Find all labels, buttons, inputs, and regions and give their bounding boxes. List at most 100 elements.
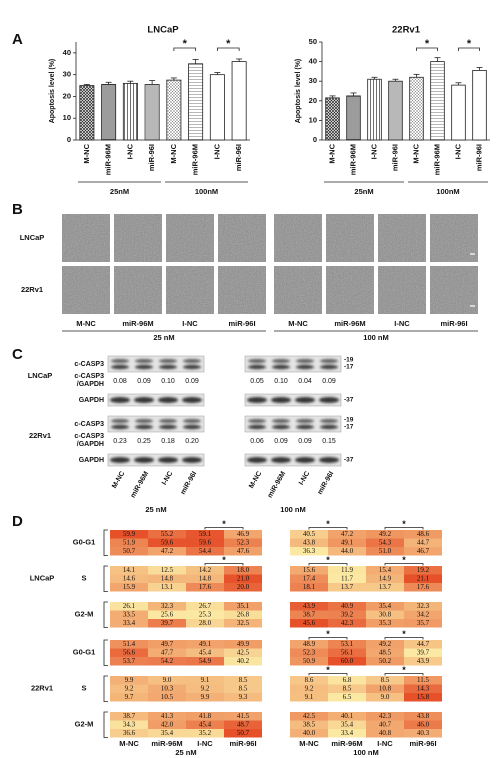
heatmap-value: 54.4: [199, 547, 212, 555]
heatmap-cell: [404, 602, 442, 611]
heatmap-value: 43.8: [417, 712, 430, 720]
phase-bracket: [103, 639, 108, 666]
heatmap-cell: [404, 648, 442, 657]
heatmap-value: 9.2: [125, 685, 134, 693]
heatmap-value: 33.5: [123, 611, 136, 619]
bar: [209, 74, 225, 141]
band: [248, 364, 266, 370]
heatmap-value: 59.6: [199, 539, 212, 547]
band: [158, 457, 178, 463]
ratio-value: 0.10: [274, 378, 288, 385]
heatmap-value: 46.0: [417, 721, 430, 729]
heatmap-value: 15.4: [379, 566, 392, 574]
column-label: miR-96M: [267, 470, 288, 499]
x-tick-label: M-NC: [327, 143, 336, 163]
heatmap-value: 33.4: [123, 619, 136, 627]
heatmap-value: 9.0: [381, 693, 390, 701]
heatmap-value: 32.3: [161, 602, 174, 610]
heatmap-cell: [328, 684, 366, 693]
panel-label: B: [12, 201, 23, 218]
band: [183, 359, 201, 363]
significance-star: *: [326, 665, 330, 675]
heatmap-cell: [290, 648, 328, 657]
heatmap-value: 36.3: [303, 547, 316, 555]
band: [320, 359, 338, 363]
heatmap-cell: [290, 574, 328, 583]
micrograph-texture: [218, 266, 266, 314]
heatmap-value: 34.2: [417, 611, 430, 619]
heatmap-value: 20.0: [237, 583, 250, 591]
heatmap-value: 28.0: [199, 619, 212, 627]
heatmap-value: 13.7: [379, 583, 392, 591]
heatmap-value: 9.2: [201, 685, 210, 693]
heatmap-cell: [110, 610, 148, 619]
y-tick-label: 20: [63, 91, 71, 100]
column-label: I-NC: [377, 739, 393, 748]
heatmap-value: 54.2: [161, 657, 174, 665]
band: [272, 419, 290, 423]
heatmap-value: 51.4: [123, 640, 136, 648]
heatmap-cell: [404, 574, 442, 583]
panel-label: D: [12, 513, 23, 530]
heatmap-cell: [290, 720, 328, 729]
micrograph-texture: [430, 266, 478, 314]
significance-bracket: [384, 673, 424, 676]
x-tick-label: miR-96I: [147, 144, 156, 171]
ratio-label: /GAPDH: [77, 441, 104, 448]
micrograph-texture: [218, 214, 266, 262]
heatmap-cell: [224, 547, 262, 556]
heatmap-cell: [110, 547, 148, 556]
heatmap-value: 9.1: [305, 693, 314, 701]
cell-line-label: 22Rv1: [29, 431, 51, 440]
heatmap-value: 50.7: [123, 547, 136, 555]
heatmap-cell: [110, 583, 148, 592]
band: [296, 364, 314, 370]
heatmap-cell: [110, 530, 148, 539]
heatmap-cell: [290, 583, 328, 592]
heatmap-value: 51.9: [123, 539, 136, 547]
heatmap-cell: [290, 610, 328, 619]
band: [319, 397, 339, 403]
band: [296, 419, 314, 423]
significance-bracket: [384, 563, 424, 566]
heatmap-cell: [290, 712, 328, 721]
cell-line-label: LNCaP: [28, 371, 53, 380]
blot-strip: [107, 355, 205, 373]
significance-bracket: [384, 527, 424, 530]
significance-bracket: [308, 673, 348, 676]
control-label: GAPDH: [79, 397, 104, 404]
heatmap-cell: [148, 574, 186, 583]
heatmap-value: 54.9: [199, 657, 212, 665]
heatmap-cell: [186, 712, 224, 721]
cell-line-label: LNCaP: [30, 574, 55, 583]
heatmap-cell: [224, 583, 262, 592]
heatmap-cell: [404, 619, 442, 628]
micrograph-texture: [326, 214, 374, 262]
column-label: I-NC: [161, 470, 174, 486]
heatmap-cell: [366, 574, 404, 583]
significance-bracket: [173, 47, 197, 51]
heatmap-cell: [148, 610, 186, 619]
band: [247, 397, 267, 403]
heatmap-cell: [148, 566, 186, 575]
heatmap-cell: [366, 602, 404, 611]
band: [295, 397, 315, 403]
group-label: 100nM: [195, 187, 218, 196]
heatmap-value: 15.9: [123, 583, 136, 591]
x-tick-label: miR-96I: [234, 144, 243, 171]
heatmap-cell: [404, 657, 442, 666]
heatmap-value: 40.5: [303, 530, 316, 538]
heatmap-cell: [186, 720, 224, 729]
heatmap-value: 14.8: [161, 575, 174, 583]
figure-layer: A B C D LNCaP Apoptosis level (%) 0 10 20 30 40 M-N…: [12, 25, 490, 757]
heatmap-cell: [148, 657, 186, 666]
heatmap-value: 50.2: [379, 657, 392, 665]
heatmap-value: 26.1: [123, 602, 136, 610]
phase-label: G0-G1: [73, 648, 96, 657]
heatmap-cell: [404, 547, 442, 556]
heatmap-cell: [110, 538, 148, 547]
column-label: M-NC: [248, 470, 263, 489]
heatmap-cell: [404, 693, 442, 702]
bar: [144, 84, 160, 141]
x-tick-label: miR-96M: [191, 144, 200, 175]
